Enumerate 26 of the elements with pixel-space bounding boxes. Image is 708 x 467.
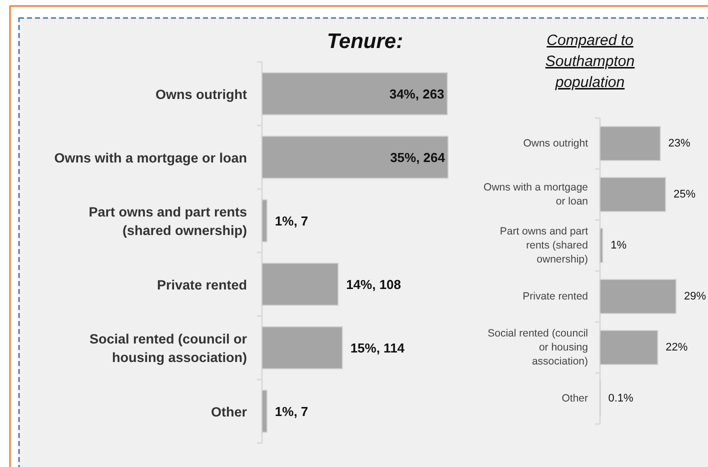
y-tick-label: Private rented <box>522 290 588 302</box>
y-tick-label: Owns outright <box>156 86 248 102</box>
y-tick-label: Social rented (council or housing association) <box>488 327 588 368</box>
y-tick-label: Owns outright <box>523 138 588 150</box>
y-tick-label: Other <box>210 404 248 419</box>
y-tick-label: Part owns and part rents (shared ownership) <box>500 225 588 266</box>
y-tick-label: Private rented <box>156 276 247 292</box>
chart-title: Compared to Southampton population <box>545 32 635 91</box>
chart-title: Tenure: <box>326 30 404 53</box>
data-label: 0.1% <box>608 392 634 404</box>
data-label: 1%, 7 <box>274 404 308 419</box>
data-label: 34%, 263 <box>389 86 444 102</box>
data-label: 25% <box>674 188 696 200</box>
data-label: 14%, 108 <box>346 276 402 292</box>
y-tick-label: Social rented (council or housing association) <box>89 331 248 364</box>
y-tick-label: Other <box>562 392 588 404</box>
y-tick-label: Part owns and part rents (shared ownership) <box>88 204 247 238</box>
data-label: 1% <box>610 240 627 252</box>
y-tick-label: Owns with a mortgage or loan <box>484 181 588 208</box>
data-label: 22% <box>666 342 688 354</box>
data-label: 15%, 114 <box>350 340 406 356</box>
data-label: 1%, 7 <box>274 213 308 228</box>
data-label: 23% <box>668 138 691 150</box>
y-tick-label: Owns with a mortgage or loan <box>54 150 247 165</box>
data-label: 29% <box>684 290 706 302</box>
data-label: 35%, 264 <box>390 150 446 165</box>
